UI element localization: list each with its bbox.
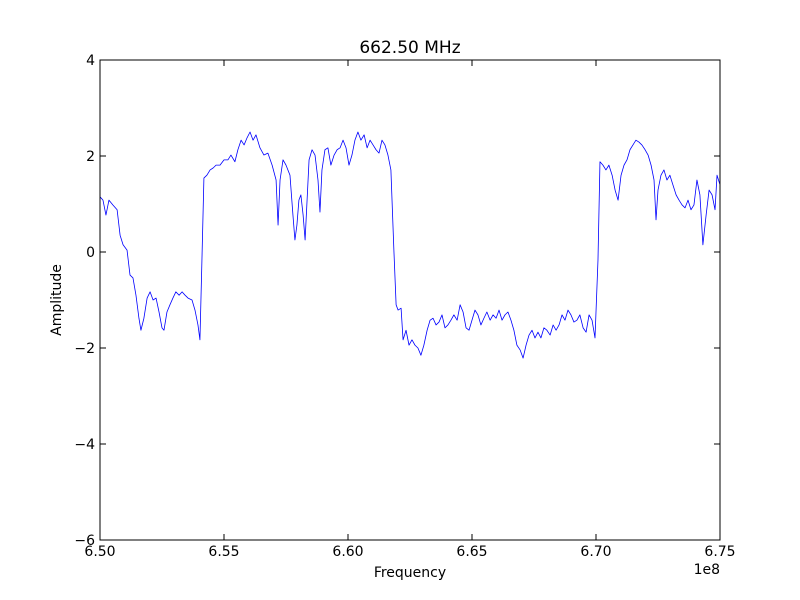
x-tick-label: 6.65 <box>456 544 487 560</box>
x-tick-label: 6.50 <box>84 544 115 560</box>
plot-area <box>100 60 720 540</box>
x-axis-label: Frequency <box>374 565 446 581</box>
y-tick-label: 2 <box>86 149 95 165</box>
data-line <box>99 131 721 359</box>
x-offset-label: 1e8 <box>694 562 720 578</box>
axes-frame <box>99 59 721 541</box>
y-tick-label: 4 <box>86 53 95 69</box>
y-tick-label: −6 <box>74 533 95 549</box>
chart-title: 662.50 MHz <box>359 38 460 58</box>
x-tick-label: 6.60 <box>332 544 363 560</box>
x-tick-label: 6.75 <box>704 544 735 560</box>
x-tick-label: 6.70 <box>580 544 611 560</box>
y-tick-label: −2 <box>74 341 95 357</box>
y-tick-label: −4 <box>74 437 95 453</box>
x-tick-label: 6.55 <box>208 544 239 560</box>
y-axis-label: Amplitude <box>49 264 65 336</box>
y-tick-label: 0 <box>86 245 95 261</box>
